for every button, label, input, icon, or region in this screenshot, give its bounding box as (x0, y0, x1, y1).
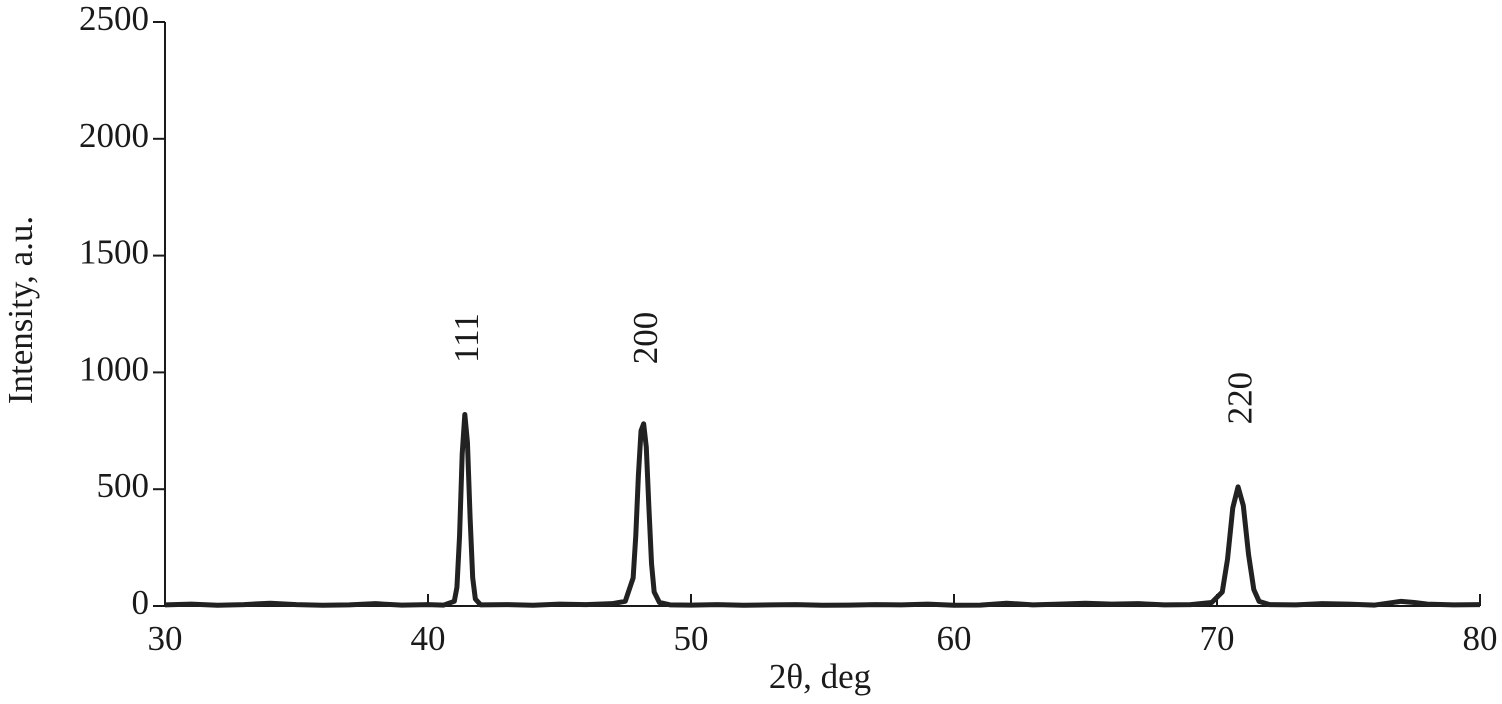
x-tick-label: 40 (411, 619, 446, 658)
peak-label: 111 (447, 313, 486, 363)
y-tick-label: 2000 (79, 116, 149, 155)
peak-label: 200 (626, 312, 665, 365)
x-tick-label: 80 (1463, 619, 1498, 658)
x-tick-label: 70 (1200, 619, 1235, 658)
x-tick-label: 30 (148, 619, 183, 658)
y-axis-label: Intensity, a.u. (1, 216, 40, 404)
x-tick-label: 50 (674, 619, 709, 658)
y-tick-label: 2500 (79, 0, 149, 38)
y-tick-label: 500 (97, 466, 150, 505)
y-tick-label: 0 (132, 583, 150, 622)
peak-label: 220 (1220, 372, 1259, 425)
x-tick-label: 60 (937, 619, 972, 658)
y-tick-label: 1000 (79, 349, 149, 388)
data-line (164, 411, 1481, 608)
y-tick-label: 1500 (79, 233, 149, 272)
x-axis-label: 2θ, deg (769, 657, 871, 696)
